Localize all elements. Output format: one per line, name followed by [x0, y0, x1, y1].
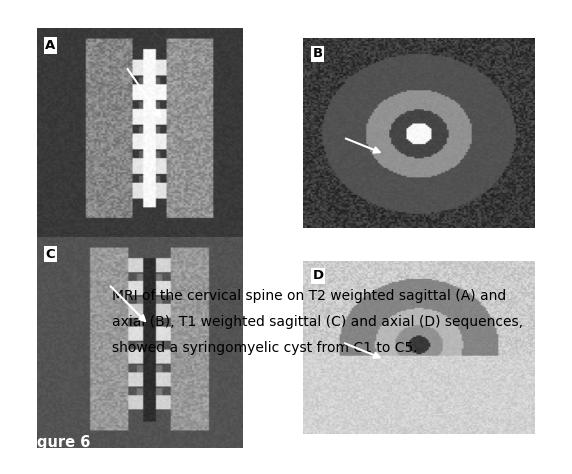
Text: B: B	[312, 47, 323, 60]
Text: C: C	[45, 247, 55, 261]
Text: A: A	[45, 39, 55, 52]
Text: MRI of the cervical spine on T2 weighted sagittal (A) and: MRI of the cervical spine on T2 weighted…	[112, 289, 506, 303]
Text: D: D	[312, 269, 324, 283]
Text: Figure 6: Figure 6	[22, 435, 90, 450]
Text: axial (B), T1 weighted sagittal (C) and axial (D) sequences,: axial (B), T1 weighted sagittal (C) and …	[112, 315, 523, 329]
Text: showed a syringomyelic cyst from C1 to C5.: showed a syringomyelic cyst from C1 to C…	[112, 341, 417, 356]
